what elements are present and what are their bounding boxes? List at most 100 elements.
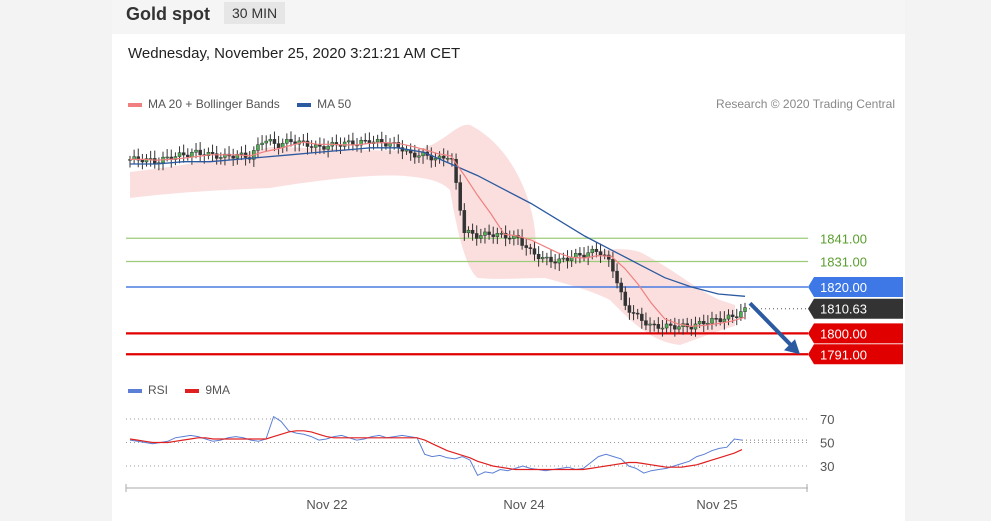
candle-body bbox=[214, 153, 219, 159]
chart-datetime: Wednesday, November 25, 2020 3:21:21 AM … bbox=[128, 45, 461, 62]
instrument-title: Gold spot bbox=[126, 4, 210, 24]
level-tag-3 bbox=[808, 298, 903, 319]
level-label-2: 1820.00 bbox=[820, 280, 867, 295]
candle-body bbox=[219, 157, 223, 159]
candle-body bbox=[198, 149, 202, 155]
level-label-5: 1791.00 bbox=[820, 347, 867, 362]
candle-body bbox=[714, 318, 718, 320]
candle-body bbox=[495, 233, 500, 237]
candle-body bbox=[677, 326, 681, 330]
forecast-arrow bbox=[748, 301, 796, 350]
rsi-legend: RSI 9MA bbox=[128, 383, 244, 397]
candle-body bbox=[701, 321, 706, 325]
credit-text: Research © 2020 Trading Central bbox=[716, 97, 895, 111]
candle-body bbox=[619, 282, 623, 293]
candle-body bbox=[648, 323, 652, 326]
candle-body bbox=[272, 139, 277, 144]
level-label-0: 1841.00 bbox=[820, 231, 867, 246]
candle-body bbox=[520, 237, 524, 246]
chart-header: Gold spot 30 MIN bbox=[112, 0, 905, 34]
timeframe-badge[interactable]: 30 MIN bbox=[224, 2, 286, 24]
candle-body bbox=[173, 156, 178, 160]
candle-body bbox=[136, 156, 141, 161]
candle-body bbox=[582, 254, 586, 258]
candle-body bbox=[470, 229, 475, 234]
candle-body bbox=[557, 258, 562, 264]
candle-body bbox=[326, 145, 330, 150]
forecast-arrow-head bbox=[784, 339, 800, 355]
candle-body bbox=[474, 233, 479, 239]
candle-body bbox=[454, 158, 458, 183]
candle-body bbox=[413, 152, 417, 158]
candle-body bbox=[640, 313, 644, 321]
candle-body bbox=[623, 291, 628, 306]
candle-body bbox=[499, 232, 504, 235]
level-tag-4 bbox=[808, 323, 903, 344]
candle-body bbox=[256, 144, 260, 151]
rsi-tick-30: 30 bbox=[820, 459, 834, 474]
candle-body bbox=[528, 247, 533, 249]
rsi-ma9-line bbox=[129, 430, 743, 471]
candle-body bbox=[507, 237, 512, 240]
candle-body bbox=[739, 311, 743, 318]
candle-body bbox=[466, 229, 471, 234]
ma50-line bbox=[130, 147, 746, 297]
candle-body bbox=[441, 155, 446, 159]
candle-body bbox=[446, 157, 450, 160]
candle-body bbox=[375, 139, 380, 143]
candle-body bbox=[697, 321, 702, 325]
rsi-tick-70: 70 bbox=[820, 412, 834, 427]
candle-body bbox=[483, 231, 487, 236]
candle-body bbox=[322, 146, 326, 150]
candle-body bbox=[384, 142, 388, 147]
candle-body bbox=[190, 152, 194, 157]
candle-body bbox=[318, 144, 322, 147]
level-tag-2 bbox=[808, 277, 903, 297]
candle-body bbox=[532, 248, 537, 255]
candle-body bbox=[260, 142, 264, 145]
candle-body bbox=[140, 159, 145, 163]
candle-body bbox=[239, 152, 244, 155]
candle-body bbox=[631, 312, 636, 314]
candle-body bbox=[153, 158, 157, 164]
candle-body bbox=[417, 155, 421, 158]
candle-body bbox=[660, 327, 665, 330]
candle-body bbox=[305, 140, 310, 147]
candle-body bbox=[347, 140, 351, 143]
candle-body bbox=[611, 259, 615, 272]
candle-body bbox=[276, 143, 281, 148]
candle-body bbox=[479, 235, 483, 239]
candle-body bbox=[177, 152, 182, 157]
candle-body bbox=[734, 316, 739, 318]
candle-body bbox=[673, 325, 677, 330]
bollinger-band bbox=[130, 124, 735, 346]
price-legend: MA 20 + Bollinger Bands MA 50 bbox=[128, 97, 365, 111]
candle-body bbox=[627, 305, 632, 313]
candle-body bbox=[569, 257, 574, 261]
candle-body bbox=[363, 139, 368, 142]
candle-body bbox=[578, 253, 582, 256]
candle-body bbox=[388, 143, 392, 147]
candle-body bbox=[313, 144, 318, 148]
candle-body bbox=[561, 257, 566, 260]
candle-body bbox=[549, 256, 553, 263]
candle-body bbox=[545, 256, 549, 259]
candle-body bbox=[635, 312, 640, 315]
candle-body bbox=[458, 182, 462, 211]
candle-body bbox=[437, 155, 442, 159]
candle-body bbox=[722, 318, 727, 322]
candle-body bbox=[668, 323, 673, 326]
legend-item-9ma: 9MA bbox=[185, 383, 230, 397]
candle-body bbox=[264, 140, 268, 144]
candle-body bbox=[594, 248, 599, 252]
candle-body bbox=[231, 155, 235, 159]
candle-body bbox=[652, 323, 656, 326]
candle-body bbox=[165, 156, 169, 159]
candle-body bbox=[309, 146, 314, 148]
level-tag-5 bbox=[808, 344, 903, 365]
candle-body bbox=[689, 326, 694, 330]
candle-body bbox=[553, 261, 557, 264]
candle-body bbox=[541, 257, 545, 260]
candle-body bbox=[268, 139, 273, 142]
